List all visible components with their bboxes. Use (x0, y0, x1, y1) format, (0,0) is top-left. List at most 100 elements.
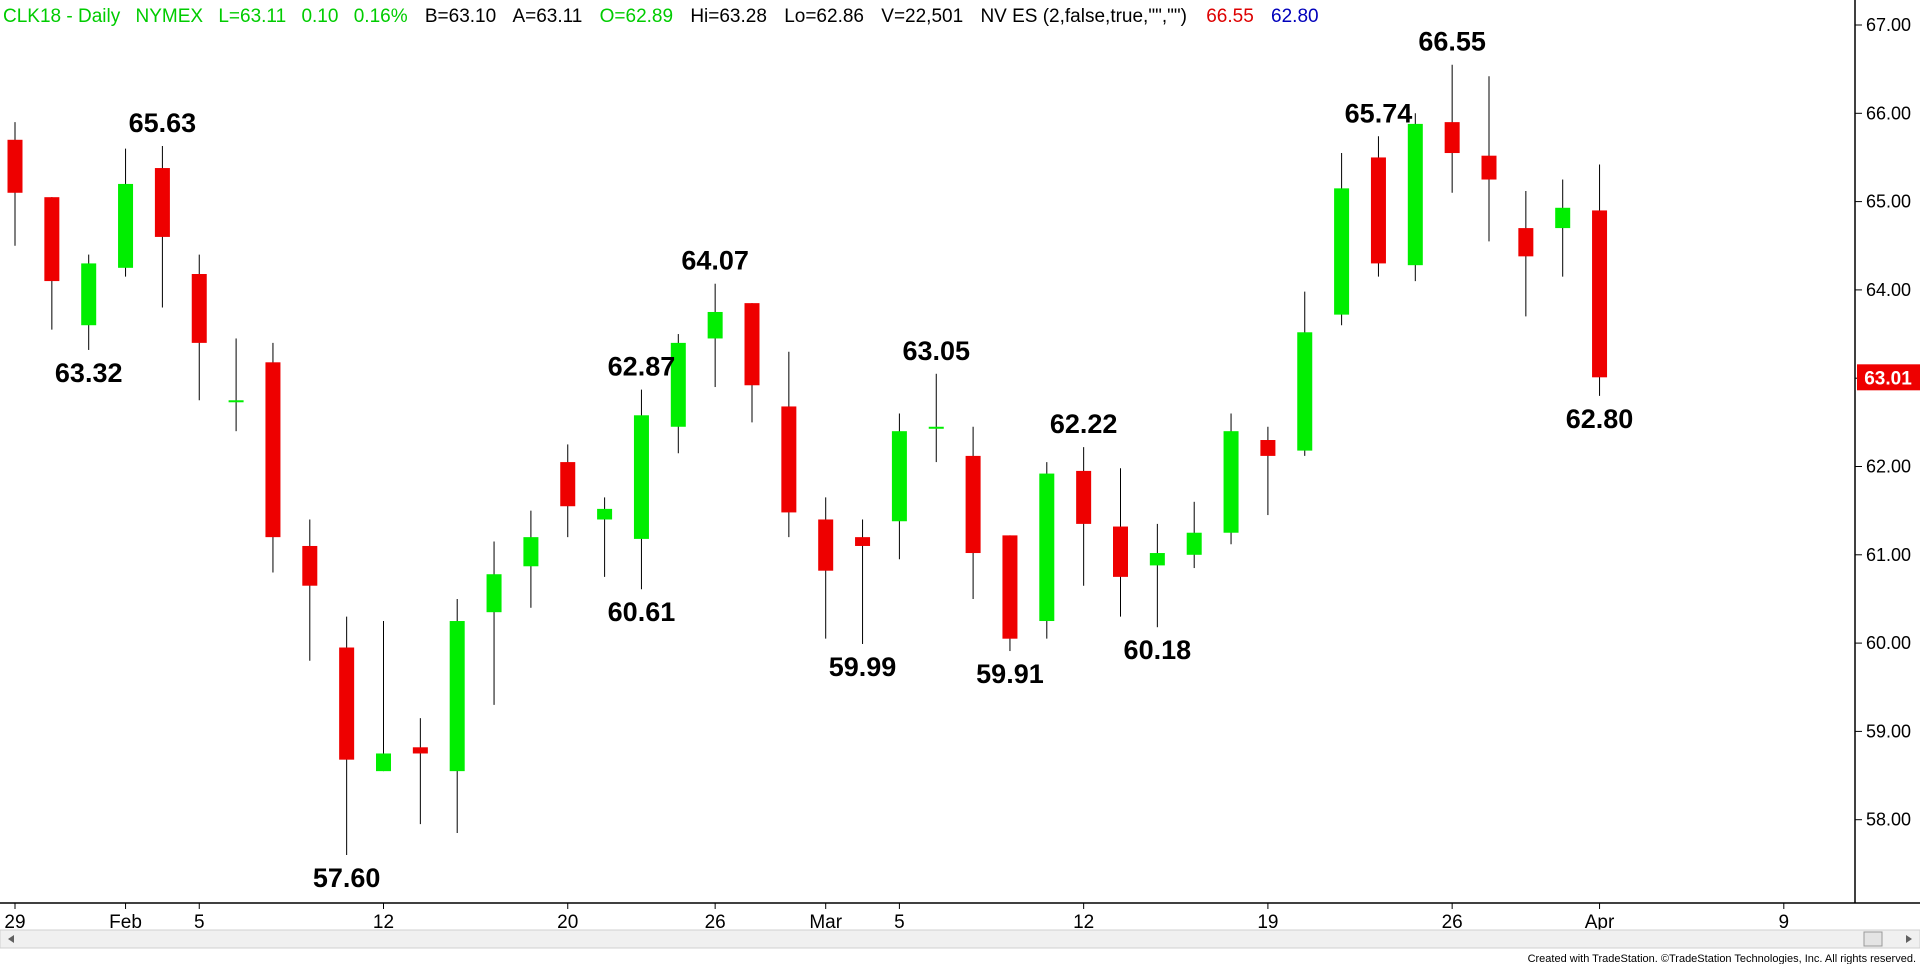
price-tick-label: 67.00 (1866, 15, 1911, 35)
candle-body (597, 508, 613, 520)
price-tick-label: 58.00 (1866, 810, 1911, 830)
candle-up (707, 283, 723, 388)
price-annotation: 62.80 (1566, 404, 1634, 434)
candle-body (1223, 431, 1239, 533)
candle-up (81, 254, 97, 350)
date-tick-label: 26 (705, 912, 726, 933)
candle-up (1334, 153, 1350, 326)
candle-body (560, 462, 576, 507)
candle-body (1481, 155, 1497, 180)
date-axis: 29 Feb 5 12 20 26 Mar 5 12 19 26 Apr 9 (4, 903, 1789, 933)
candle-body (1334, 188, 1350, 315)
last-price-box (1857, 364, 1920, 391)
price-tick-label: 59.00 (1866, 721, 1911, 741)
candle-body (339, 647, 355, 760)
price-tick-label: 65.00 (1866, 192, 1911, 212)
candle-up (118, 148, 134, 277)
candle-body (855, 537, 871, 546)
candle-body (302, 545, 318, 586)
price-annotation: 62.87 (608, 352, 676, 382)
price-annotation: 66.55 (1418, 27, 1486, 57)
date-tick-label: Mar (809, 912, 842, 933)
candle-up (1223, 413, 1239, 545)
header-open: O=62.89 (600, 6, 673, 27)
candle-down (560, 444, 576, 538)
scrollbar-thumb[interactable] (1863, 931, 1883, 947)
candle-up (597, 497, 613, 577)
candle-down (781, 351, 797, 538)
candle-up (1039, 462, 1055, 639)
price-annotations: 63.32 65.63 57.60 62.87 60.61 64.07 59.99 63.05… (55, 27, 1633, 893)
candle-down (855, 519, 871, 644)
header-ask: A=63.11 (512, 6, 582, 27)
header-last: L=63.11 (218, 6, 286, 27)
price-annotation: 57.60 (313, 863, 381, 893)
price-annotation: 63.32 (55, 358, 123, 388)
candle-body (744, 303, 760, 386)
candle-down (265, 342, 281, 573)
footer-credit: Created with TradeStation. ©TradeStation… (1528, 953, 1916, 964)
candle-down (154, 145, 170, 308)
candle-up (228, 338, 244, 432)
candle-body (486, 574, 502, 613)
candle-down (1444, 64, 1460, 193)
candle-body (633, 415, 649, 539)
candle-up (891, 413, 907, 560)
date-tick-label: 9 (1779, 912, 1790, 933)
candle-body (1002, 535, 1018, 639)
candle-body (891, 431, 907, 522)
candle-down (744, 303, 760, 423)
candle-body (1149, 553, 1165, 566)
candle-body (228, 400, 244, 403)
candle-up (928, 373, 944, 463)
header-indicator-value-1: 66.55 (1206, 6, 1254, 27)
candle-down (1113, 468, 1128, 617)
header-bid: B=63.10 (425, 6, 496, 27)
candle-body (781, 406, 797, 513)
price-annotation: 63.05 (902, 336, 970, 366)
date-tick-label: 12 (373, 912, 394, 933)
candle-body (449, 621, 465, 772)
candle-down (302, 519, 318, 661)
scroll-right-arrow-icon[interactable] (1906, 935, 1912, 943)
candle-up (1407, 113, 1423, 282)
price-tick-label: 60.00 (1866, 633, 1911, 653)
date-tick-label: 12 (1073, 912, 1094, 933)
candle-down (1260, 426, 1276, 516)
date-tick-label: Apr (1585, 912, 1615, 933)
header-exchange: NYMEX (136, 6, 204, 27)
price-annotation: 60.18 (1124, 635, 1192, 665)
candle-body (1592, 210, 1608, 378)
candle-body (412, 747, 428, 754)
candle-up (1555, 179, 1571, 277)
candle-down (965, 426, 981, 599)
price-tick-label: 62.00 (1866, 457, 1911, 477)
candle-body (670, 342, 686, 427)
candle-up (670, 334, 686, 454)
candle-down (339, 616, 355, 856)
candle-body (818, 519, 834, 571)
candle-down (44, 197, 60, 330)
date-tick-label: 5 (894, 912, 905, 933)
price-annotation: 65.63 (129, 108, 197, 138)
scroll-left-arrow-icon[interactable] (8, 935, 14, 943)
candle-body (7, 139, 23, 193)
candle-body (44, 197, 60, 282)
candle-body (81, 263, 97, 326)
scrollbar-track[interactable] (0, 929, 1920, 949)
candle-body (1444, 122, 1460, 154)
candle-body (1407, 123, 1423, 266)
candle-body (1518, 228, 1534, 257)
candle-down (1076, 447, 1092, 586)
candle-body (118, 183, 134, 268)
candles (7, 64, 1608, 856)
candle-down (412, 718, 428, 825)
header-indicator: NV ES (2,false,true,"","") (980, 6, 1187, 27)
price-tick-label: 61.00 (1866, 545, 1911, 565)
price-annotation: 64.07 (681, 246, 749, 276)
horizontal-scrollbar[interactable] (0, 929, 1920, 949)
header-change-pct: 0.16% (354, 6, 408, 27)
candle-down (191, 254, 207, 401)
candle-body (707, 311, 723, 339)
